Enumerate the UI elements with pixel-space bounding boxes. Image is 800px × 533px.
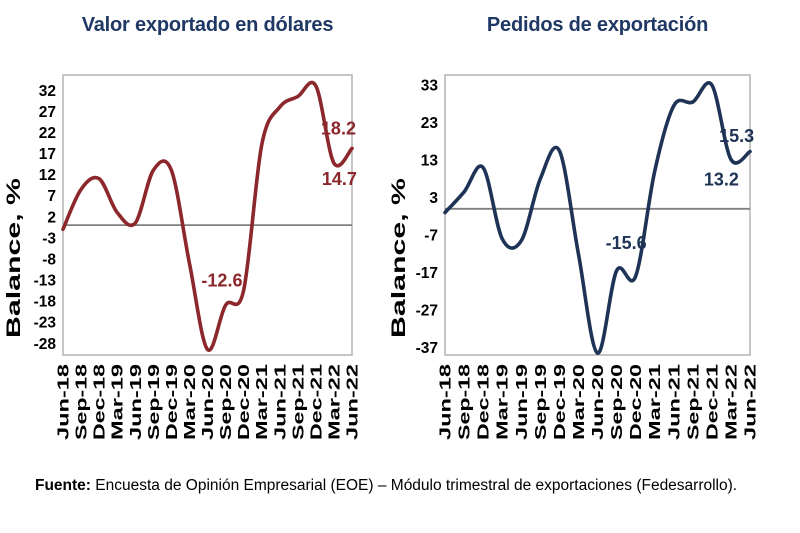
value-annotation: -15.6	[606, 233, 647, 253]
y-tick-label: 17	[39, 146, 56, 163]
x-tick-label: Sep-19	[146, 363, 163, 440]
x-tick-label: Sep-21	[685, 363, 702, 440]
x-tick-label: Jun-19	[128, 363, 145, 440]
x-tick-label: Dec-18	[92, 363, 109, 440]
value-annotation: 15.3	[719, 126, 754, 146]
x-tick-label: Jun-22	[743, 364, 760, 440]
chart-panel-export-value: Valor exportado en dólares 32 27 22 17 12 7 2 -…	[0, 0, 385, 462]
x-tick-label: Jun-21	[666, 363, 683, 440]
source-text: Encuesta de Opinión Empresarial (EOE) – …	[95, 477, 738, 494]
x-tick-label: Sep-19	[533, 363, 550, 440]
y-tick-label: 7	[47, 188, 56, 205]
y-tick-label: -37	[416, 340, 438, 357]
y-tick-label: 27	[39, 104, 56, 121]
y-tick-label: -8	[42, 251, 56, 268]
x-tick-label: Mar-22	[723, 364, 740, 440]
x-tick-label: Dec-21	[704, 363, 721, 440]
chart-title-export-orders: Pedidos de exportación	[486, 14, 709, 36]
y-axis-title: Balance, %	[389, 178, 410, 338]
series-line	[443, 81, 752, 355]
value-annotation: -12.6	[201, 270, 242, 290]
y-tick-label: -7	[424, 228, 438, 245]
x-tick-label: Mar-21	[647, 363, 664, 440]
y-tick-label: 22	[39, 125, 56, 142]
x-tick-label: Mar-19	[110, 363, 127, 440]
x-tick-label: Sep-20	[609, 364, 626, 440]
x-tick-label: Sep-21	[290, 363, 307, 440]
chart-export-orders: 33 23 13 3 -7 -17 -27 -37 Balance, % Jun-18 Sep-18…	[389, 74, 760, 440]
y-tick-label: 32	[39, 83, 56, 100]
x-tick-label: Dec-18	[476, 363, 493, 440]
y-tick-label: -27	[416, 303, 438, 320]
charts-row: Valor exportado en dólares 32 27 22 17 12 7 2 -…	[0, 0, 800, 462]
source-note: Fuente: Encuesta de Opinión Empresarial …	[35, 477, 737, 495]
y-tick-label: -17	[416, 265, 438, 282]
x-tick-label: Mar-22	[326, 364, 343, 440]
y-tick-label: 33	[421, 78, 439, 95]
y-tick-label: 23	[421, 115, 439, 132]
value-annotation: 18.2	[321, 119, 356, 139]
plot-frame	[444, 74, 751, 356]
y-tick-label: 13	[421, 153, 439, 170]
x-tick-label: Mar-20	[571, 364, 588, 440]
value-annotation: 13.2	[704, 169, 739, 189]
x-tick-label: Jun-18	[56, 363, 73, 440]
value-annotation: 14.7	[322, 169, 357, 189]
y-tick-label: -23	[34, 315, 57, 332]
x-tick-label: Mar-20	[182, 364, 199, 440]
x-tick-label: Jun-21	[272, 363, 289, 440]
y-tick-label: -13	[34, 273, 57, 290]
y-tick-label: -28	[34, 336, 57, 353]
chart-export-value: 32 27 22 17 12 7 2 -3 -8 -13 -18 -23 -28 Balance, % Ju…	[4, 74, 362, 440]
y-axis-title: Balance, %	[4, 178, 25, 338]
x-tick-label: Sep-20	[218, 364, 235, 440]
x-tick-label: Sep-18	[457, 363, 474, 440]
y-tick-label: 12	[39, 167, 56, 184]
x-tick-label: Jun-19	[514, 363, 531, 440]
x-tick-label: Mar-19	[495, 363, 512, 440]
x-tick-label: Jun-20	[200, 364, 217, 440]
x-tick-label: Dec-21	[308, 363, 325, 440]
x-tick-label: Dec-20	[628, 364, 645, 440]
y-tick-label: 3	[429, 190, 438, 207]
x-tick-label: Jun-18	[438, 363, 455, 440]
y-tick-label: -18	[34, 294, 57, 311]
x-tick-label: Mar-21	[254, 363, 271, 440]
y-tick-label: 2	[47, 209, 56, 226]
series-line	[61, 80, 354, 352]
y-tick-label: -3	[42, 230, 56, 247]
x-tick-label: Sep-18	[74, 363, 91, 440]
x-tick-label: Jun-22	[345, 364, 362, 440]
source-label: Fuente:	[35, 477, 91, 494]
x-tick-label: Jun-20	[590, 364, 607, 440]
chart-title-export-value: Valor exportado en dólares	[81, 14, 334, 36]
chart-panel-export-orders: Pedidos de exportación 33 23 13 3 -7 -17 -27 -3…	[385, 0, 800, 462]
x-tick-label: Dec-20	[236, 364, 253, 440]
x-tick-label: Dec-19	[552, 363, 569, 440]
plot-frame	[62, 74, 353, 356]
x-tick-label: Dec-19	[164, 363, 181, 440]
